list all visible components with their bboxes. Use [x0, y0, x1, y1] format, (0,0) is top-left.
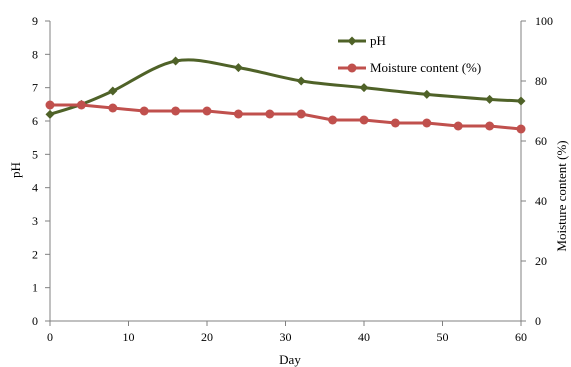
series-line-moisture: [50, 103, 522, 131]
series-line-ph: [49, 58, 522, 116]
axes: 0 10 20 30 40 50 60 0 1 2 3 4 5 6 7 8 9 0 20 40 60 80 100: [32, 14, 553, 344]
right-y-tick-label: 20: [535, 254, 547, 268]
series-ph: [45, 56, 526, 119]
x-tick-label: 30: [280, 330, 292, 344]
data-point-moisture: [390, 118, 400, 128]
left-y-tick-label: 5: [32, 147, 38, 161]
legend-label: pH: [370, 33, 386, 48]
x-tick-label: 10: [123, 330, 135, 344]
data-point-moisture: [485, 121, 495, 131]
legend-swatch-marker: [347, 63, 357, 73]
data-point-moisture: [296, 109, 306, 119]
data-point-ph: [108, 86, 118, 96]
legend-item-moisture: Moisture content (%): [338, 60, 481, 75]
left-y-tick-label: 1: [32, 281, 38, 295]
data-point-moisture: [76, 100, 86, 110]
data-point-ph: [516, 96, 526, 106]
data-point-ph: [233, 63, 243, 73]
data-point-moisture: [108, 103, 118, 113]
left-y-tick-label: 0: [32, 314, 38, 328]
data-point-moisture: [453, 121, 463, 131]
legend-swatch-marker: [347, 36, 357, 46]
data-point-ph: [359, 83, 369, 93]
x-tick-label: 60: [515, 330, 527, 344]
legend-label: Moisture content (%): [370, 60, 481, 75]
left-y-tick-label: 4: [32, 181, 38, 195]
x-tick-label: 20: [201, 330, 213, 344]
data-point-moisture: [328, 115, 338, 125]
x-axis-title: Day: [279, 352, 301, 367]
data-point-ph: [485, 94, 495, 104]
data-point-moisture: [171, 106, 181, 116]
x-tick-label: 0: [47, 330, 53, 344]
legend: pH Moisture content (%): [338, 33, 481, 75]
right-y-tick-label: 0: [535, 314, 541, 328]
legend-item-ph: pH: [338, 33, 386, 48]
x-tick-label: 40: [358, 330, 370, 344]
left-y-tick-label: 7: [32, 81, 38, 95]
left-y-tick-label: 2: [32, 247, 38, 261]
right-y-tick-label: 80: [535, 74, 547, 88]
data-point-moisture: [265, 109, 275, 119]
left-y-tick-label: 3: [32, 214, 38, 228]
data-point-moisture: [233, 109, 243, 119]
right-y-tick-label: 100: [535, 14, 553, 28]
left-y-tick-label: 9: [32, 14, 38, 28]
data-point-moisture: [359, 115, 369, 125]
data-point-ph: [422, 89, 432, 99]
data-point-moisture: [45, 100, 55, 110]
data-point-moisture: [516, 124, 526, 134]
right-y-tick-label: 60: [535, 134, 547, 148]
data-point-moisture: [422, 118, 432, 128]
right-y-axis-title: Moisture content (%): [554, 140, 569, 251]
data-point-ph: [45, 109, 55, 119]
right-y-tick-label: 40: [535, 194, 547, 208]
data-point-ph: [296, 76, 306, 86]
data-point-moisture: [139, 106, 149, 116]
data-point-ph: [171, 56, 181, 66]
x-tick-label: 50: [437, 330, 449, 344]
data-point-moisture: [202, 106, 212, 116]
series-moisture: [45, 100, 526, 134]
series-layer: [45, 56, 526, 134]
left-y-axis-title: pH: [8, 162, 23, 178]
left-y-tick-label: 6: [32, 114, 38, 128]
left-y-tick-label: 8: [32, 47, 38, 61]
